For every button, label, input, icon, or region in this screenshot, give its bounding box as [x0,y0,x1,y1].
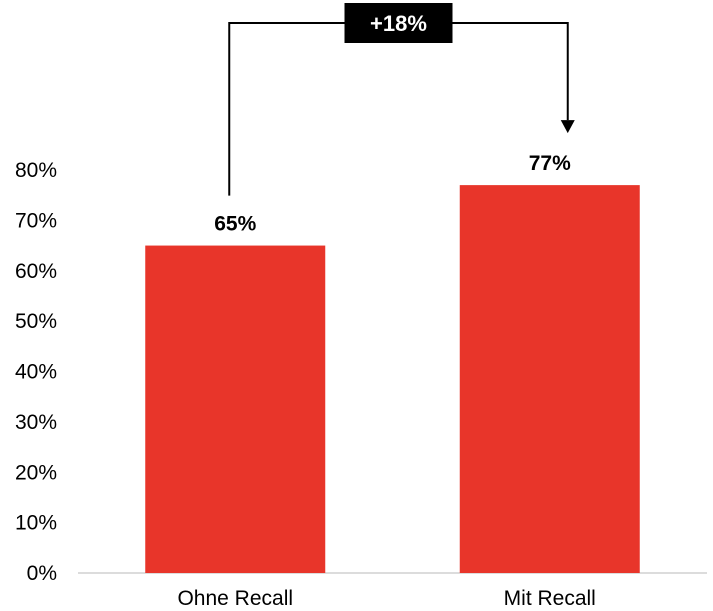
bar [459,185,640,574]
x-tick-label: Ohne Recall [177,587,293,610]
arrowhead-icon [560,120,575,134]
difference-label: +18% [370,11,427,36]
y-axis-ticks: 0% 10% 20% 30% 40% 50% 60% 70% 80% [15,159,57,585]
y-tick-label: 30% [15,411,57,434]
difference-badge [344,3,453,43]
bar-value-label: 65% [214,213,256,236]
bar [145,245,326,573]
bar-value-label: 77% [529,152,571,175]
difference-bracket-line [228,22,569,196]
bars [145,185,640,574]
y-tick-label: 20% [15,461,57,484]
y-tick-label: 80% [15,159,57,182]
y-tick-label: 60% [15,260,57,283]
y-tick-label: 0% [27,562,57,585]
y-tick-label: 10% [15,512,57,535]
y-tick-label: 70% [15,209,57,232]
y-tick-label: 50% [15,310,57,333]
difference-annotation: +18% [228,3,575,196]
data-labels: 65% 77% [214,152,571,235]
y-tick-label: 40% [15,361,57,384]
x-tick-label: Mit Recall [504,587,596,610]
x-axis-tick-labels: Ohne Recall Mit Recall [177,587,595,610]
